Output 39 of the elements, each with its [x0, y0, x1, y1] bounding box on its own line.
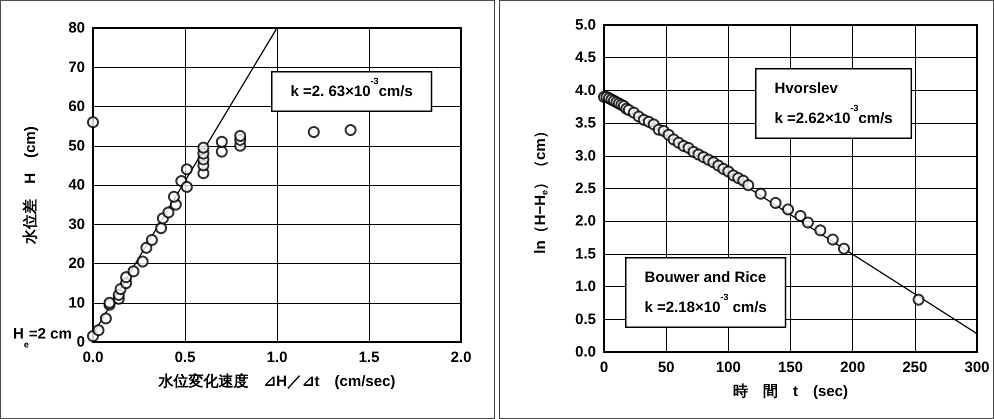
y-tick-label: 5.0 — [575, 16, 596, 34]
x-axis-title: 水位変化速度 ⊿H／⊿t (cm/sec) — [158, 372, 396, 390]
y-tick-label: 2.5 — [575, 180, 596, 197]
x-tick-label: 300 — [964, 359, 990, 376]
annotation: Hvorslev k =2.62×10-3cm/s — [774, 80, 893, 127]
y-tick-label: 30 — [68, 216, 85, 233]
x-tick-label: 1.5 — [358, 349, 380, 366]
y-tick-label: 4.5 — [575, 49, 596, 66]
y-axis-title: ln（H−He）（cm） — [532, 123, 550, 254]
y-tick-label: 50 — [68, 137, 85, 154]
y-tick-label: 3.0 — [575, 147, 596, 164]
y-tick-label: 1.0 — [575, 278, 596, 296]
y-tick-label: 40 — [68, 176, 85, 194]
x-tick-label: 250 — [902, 359, 928, 376]
x-tick-label: 0.5 — [174, 349, 196, 366]
x-tick-label: 150 — [778, 359, 804, 376]
y-tick-label: 2.0 — [575, 212, 596, 230]
x-tick-label: 2.0 — [450, 349, 472, 366]
x-tick-label: 0 — [600, 359, 608, 376]
annotation: k =2. 63×10-3cm/s — [290, 76, 413, 100]
x-axis-title: 時 間 t (sec) — [732, 383, 848, 400]
y-tick-label: 4.0 — [575, 82, 596, 99]
y-tick-label: 1.5 — [575, 245, 596, 262]
x-tick-label: 100 — [716, 359, 741, 376]
y-tick-label: 3.5 — [575, 114, 596, 132]
y-axis-title: 水位差 H (cm) — [22, 126, 39, 245]
y-tick-label: 0 — [76, 334, 85, 350]
y-tick-label: 10 — [68, 294, 85, 312]
y-tick-label: 0.5 — [575, 310, 596, 328]
y-tick-label: 20 — [68, 255, 85, 272]
y-tick-label: 60 — [68, 98, 85, 115]
y-tick-label: 80 — [68, 20, 85, 36]
annotation: Bouwer and Rice k =2.18×10-3 cm/s — [644, 269, 767, 316]
x-tick-label: 50 — [658, 359, 675, 376]
text: He=2 cm — [13, 326, 72, 350]
y-tick-label: 70 — [68, 58, 85, 76]
x-tick-label: 1.0 — [266, 349, 288, 366]
x-tick-label: 0.0 — [82, 349, 104, 366]
x-tick-label: 200 — [840, 359, 866, 376]
